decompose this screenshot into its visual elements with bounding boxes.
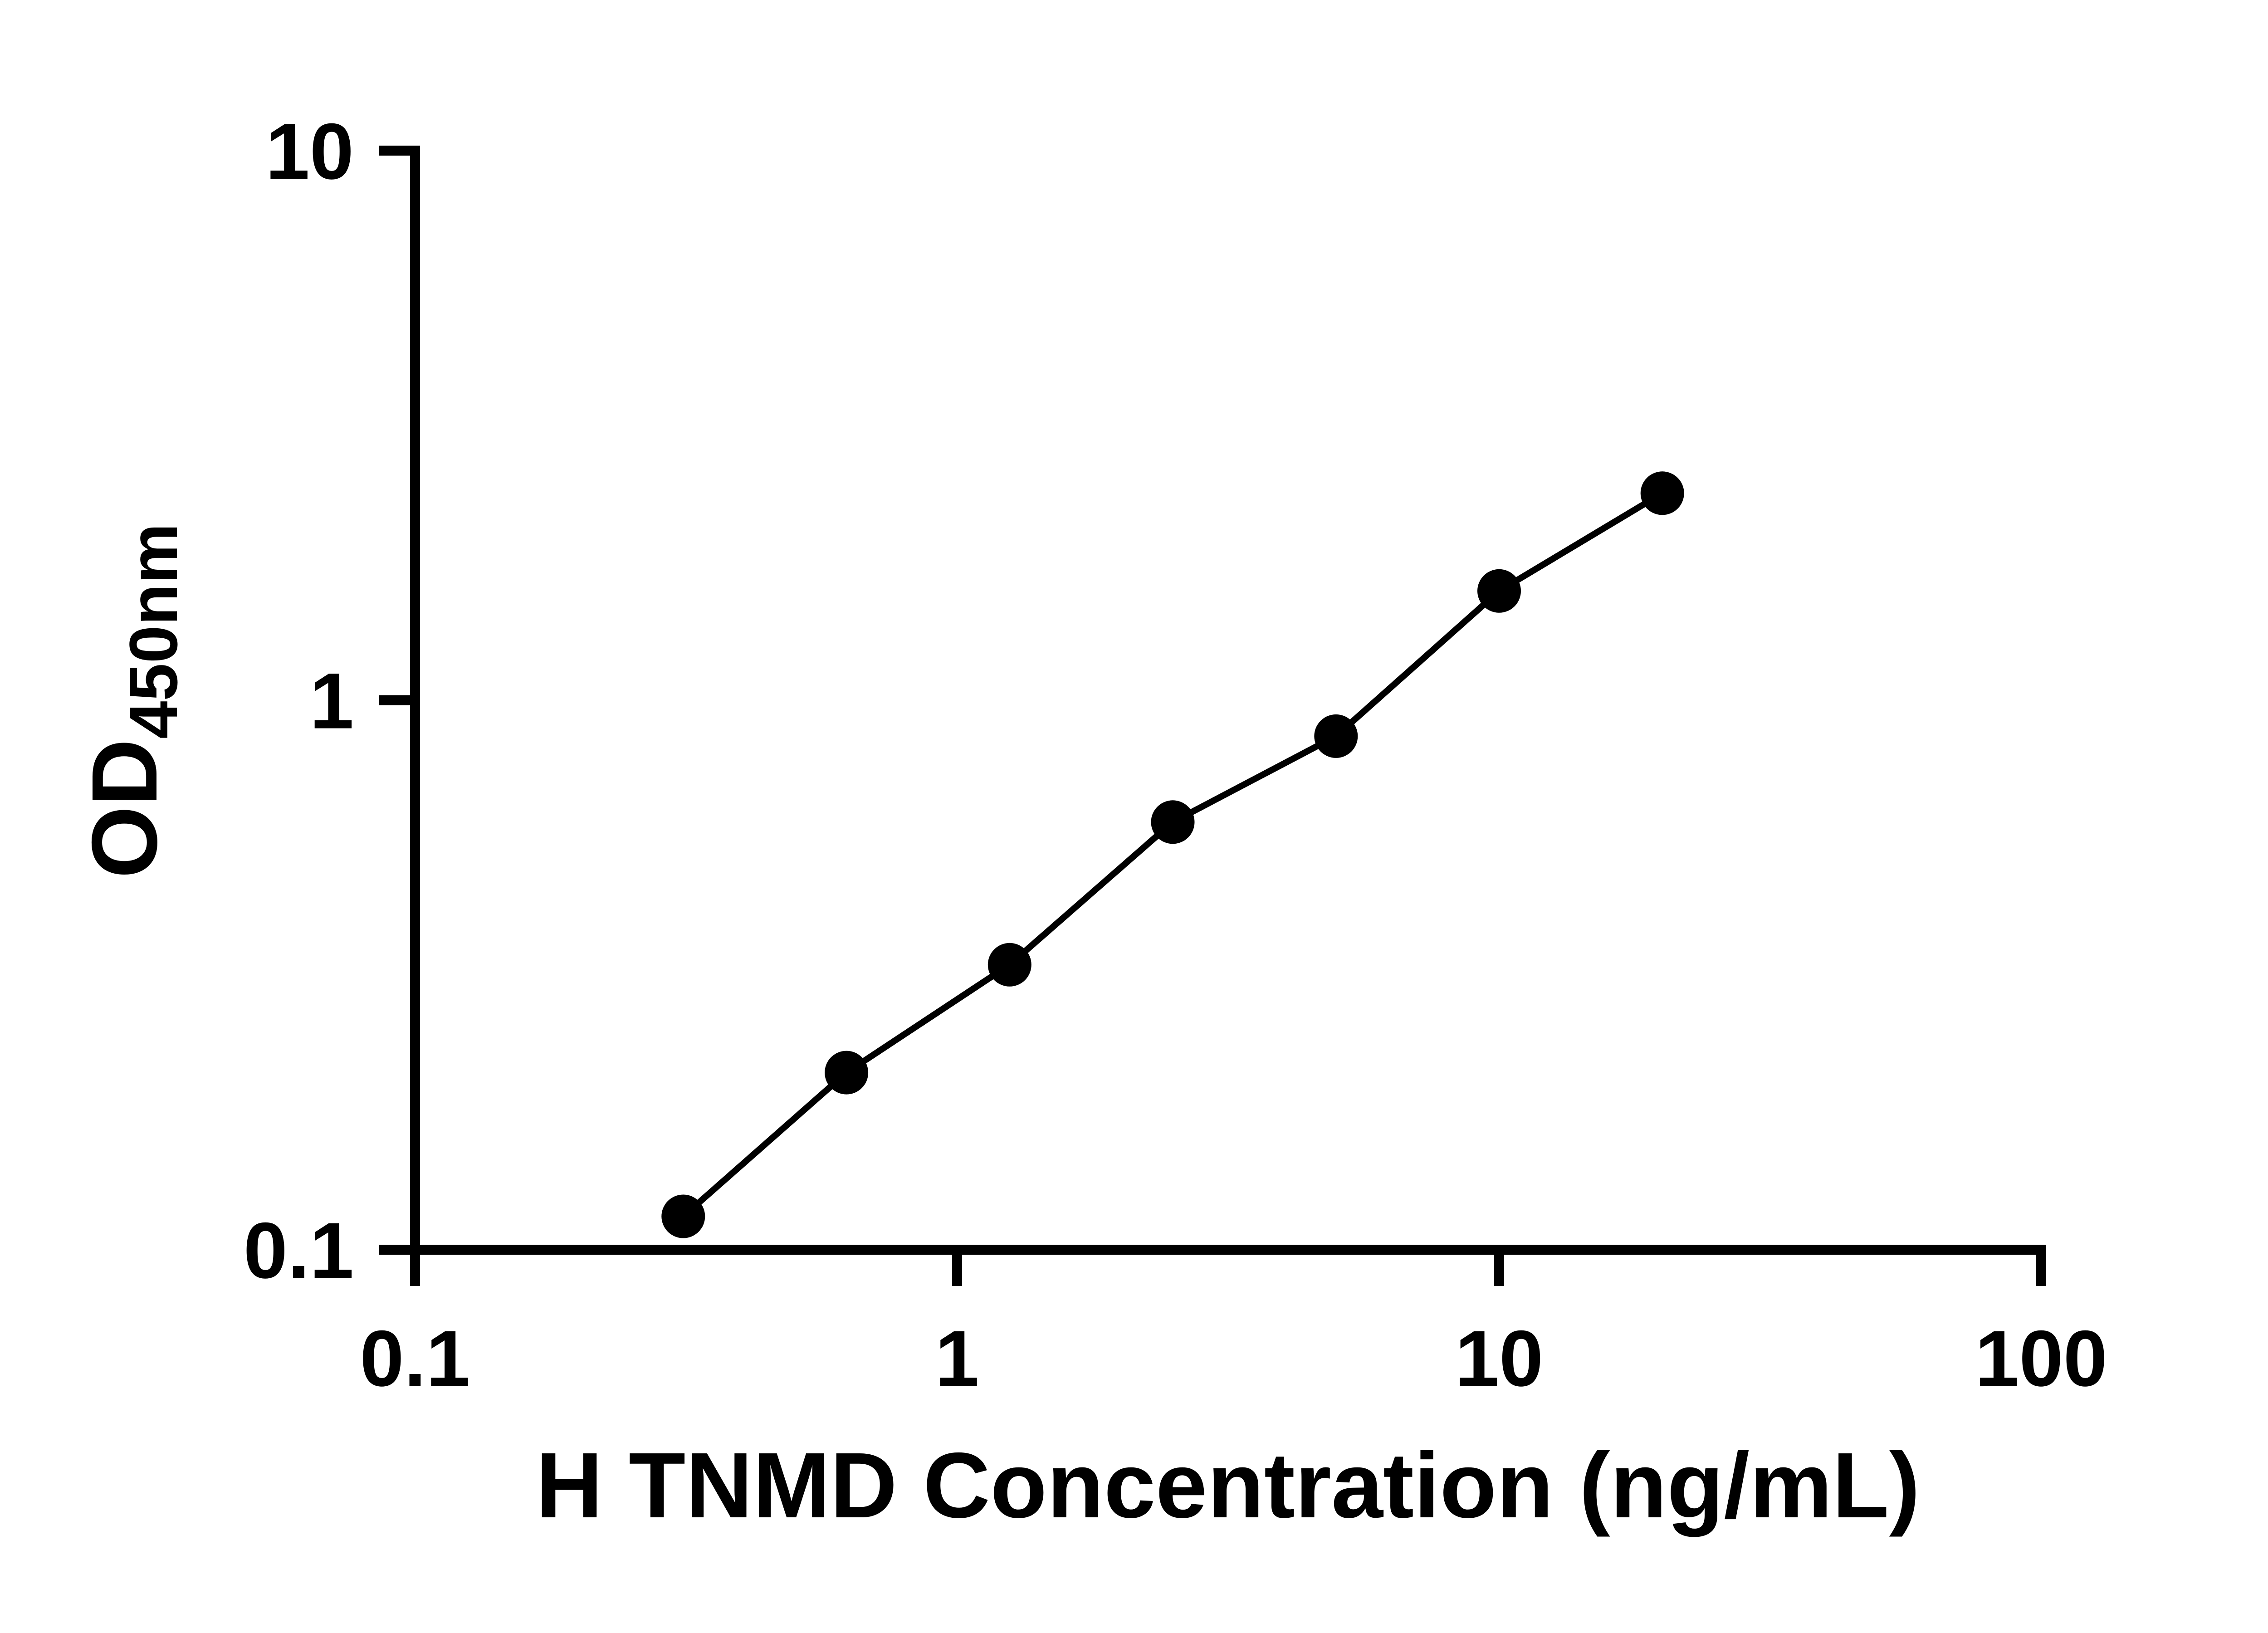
data-point [987,943,1031,987]
y-axis-title-main: OD [73,739,176,879]
x-axis-title: H TNMD Concentration (ng/mL) [536,1433,1920,1537]
axis-spines [410,146,2046,1255]
data-point [1640,471,1684,515]
data-point [1477,569,1521,613]
y-axis-tick-label: 1 [310,657,354,746]
x-axis-tick-label: 0.1 [360,1315,470,1403]
x-axis-tick-label: 100 [1975,1315,2107,1403]
plot-axes: 0.1 1 10 100 0.1 1 10 [244,108,2107,1403]
data-point [661,1194,705,1238]
x-axis-tick-label: 1 [935,1315,979,1403]
y-axis-tick-label: 10 [265,108,354,196]
data-series-layer [661,471,1684,1238]
y-axis-title: OD450nm [73,523,191,879]
y-axis-title-subscript: 450nm [115,523,191,739]
data-point [1314,714,1358,758]
x-axis-tick-label: 10 [1455,1315,1544,1403]
y-axis-tick-label: 0.1 [244,1207,354,1295]
data-point [1151,800,1195,844]
data-point [825,1051,869,1095]
